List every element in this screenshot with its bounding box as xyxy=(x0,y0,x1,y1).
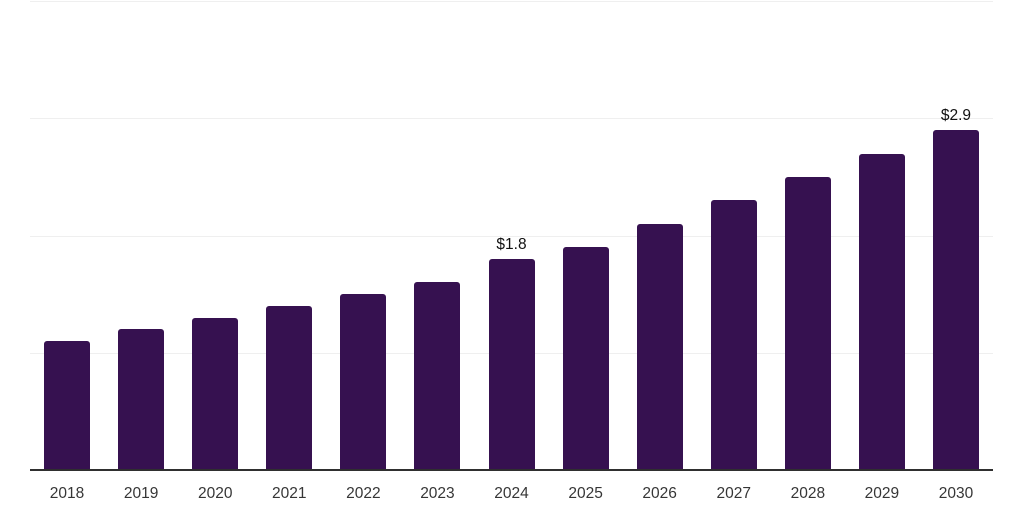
x-tick-label-2021: 2021 xyxy=(272,485,307,502)
bar-2027 xyxy=(710,200,757,470)
bar-2021 xyxy=(266,305,313,470)
bar-2020 xyxy=(192,317,239,470)
x-tick-label-2020: 2020 xyxy=(197,485,233,502)
value-label-2024: $1.8 xyxy=(496,236,527,254)
x-tick-label-2026: 2026 xyxy=(642,485,677,502)
x-axis-line xyxy=(30,469,993,471)
bar-2025 xyxy=(562,247,609,470)
x-tick-label-2024: 2024 xyxy=(494,485,529,502)
bar-2030 xyxy=(932,130,979,470)
bar-2019 xyxy=(118,329,165,470)
x-tick-label-2018: 2018 xyxy=(49,485,85,502)
bar-2022 xyxy=(340,294,387,470)
gridline-3 xyxy=(30,118,993,119)
x-tick-label-2023: 2023 xyxy=(420,485,455,502)
x-axis-labels: 2018 2019 2020 2021 2022 2023 2024 2025 2026 2027… xyxy=(30,484,993,504)
bar-2023 xyxy=(414,282,461,470)
x-tick-label-2030: 2030 xyxy=(938,485,974,502)
bar-2028 xyxy=(784,176,831,470)
plot-area: $1.8 $2.9 xyxy=(30,0,993,470)
bar-2026 xyxy=(636,223,683,470)
bar-2024 xyxy=(488,259,535,470)
value-label-2030: $2.9 xyxy=(940,107,972,125)
gridline-4 xyxy=(30,1,993,2)
x-tick-label-2025: 2025 xyxy=(568,485,603,502)
bar-2029 xyxy=(858,153,905,470)
bar-2018 xyxy=(44,341,91,470)
x-tick-label-2028: 2028 xyxy=(790,485,826,502)
x-tick-label-2019: 2019 xyxy=(123,485,159,502)
x-tick-label-2027: 2027 xyxy=(716,485,751,502)
x-tick-label-2029: 2029 xyxy=(864,485,900,502)
gridline-2 xyxy=(30,236,993,237)
x-tick-label-2022: 2022 xyxy=(346,485,381,502)
